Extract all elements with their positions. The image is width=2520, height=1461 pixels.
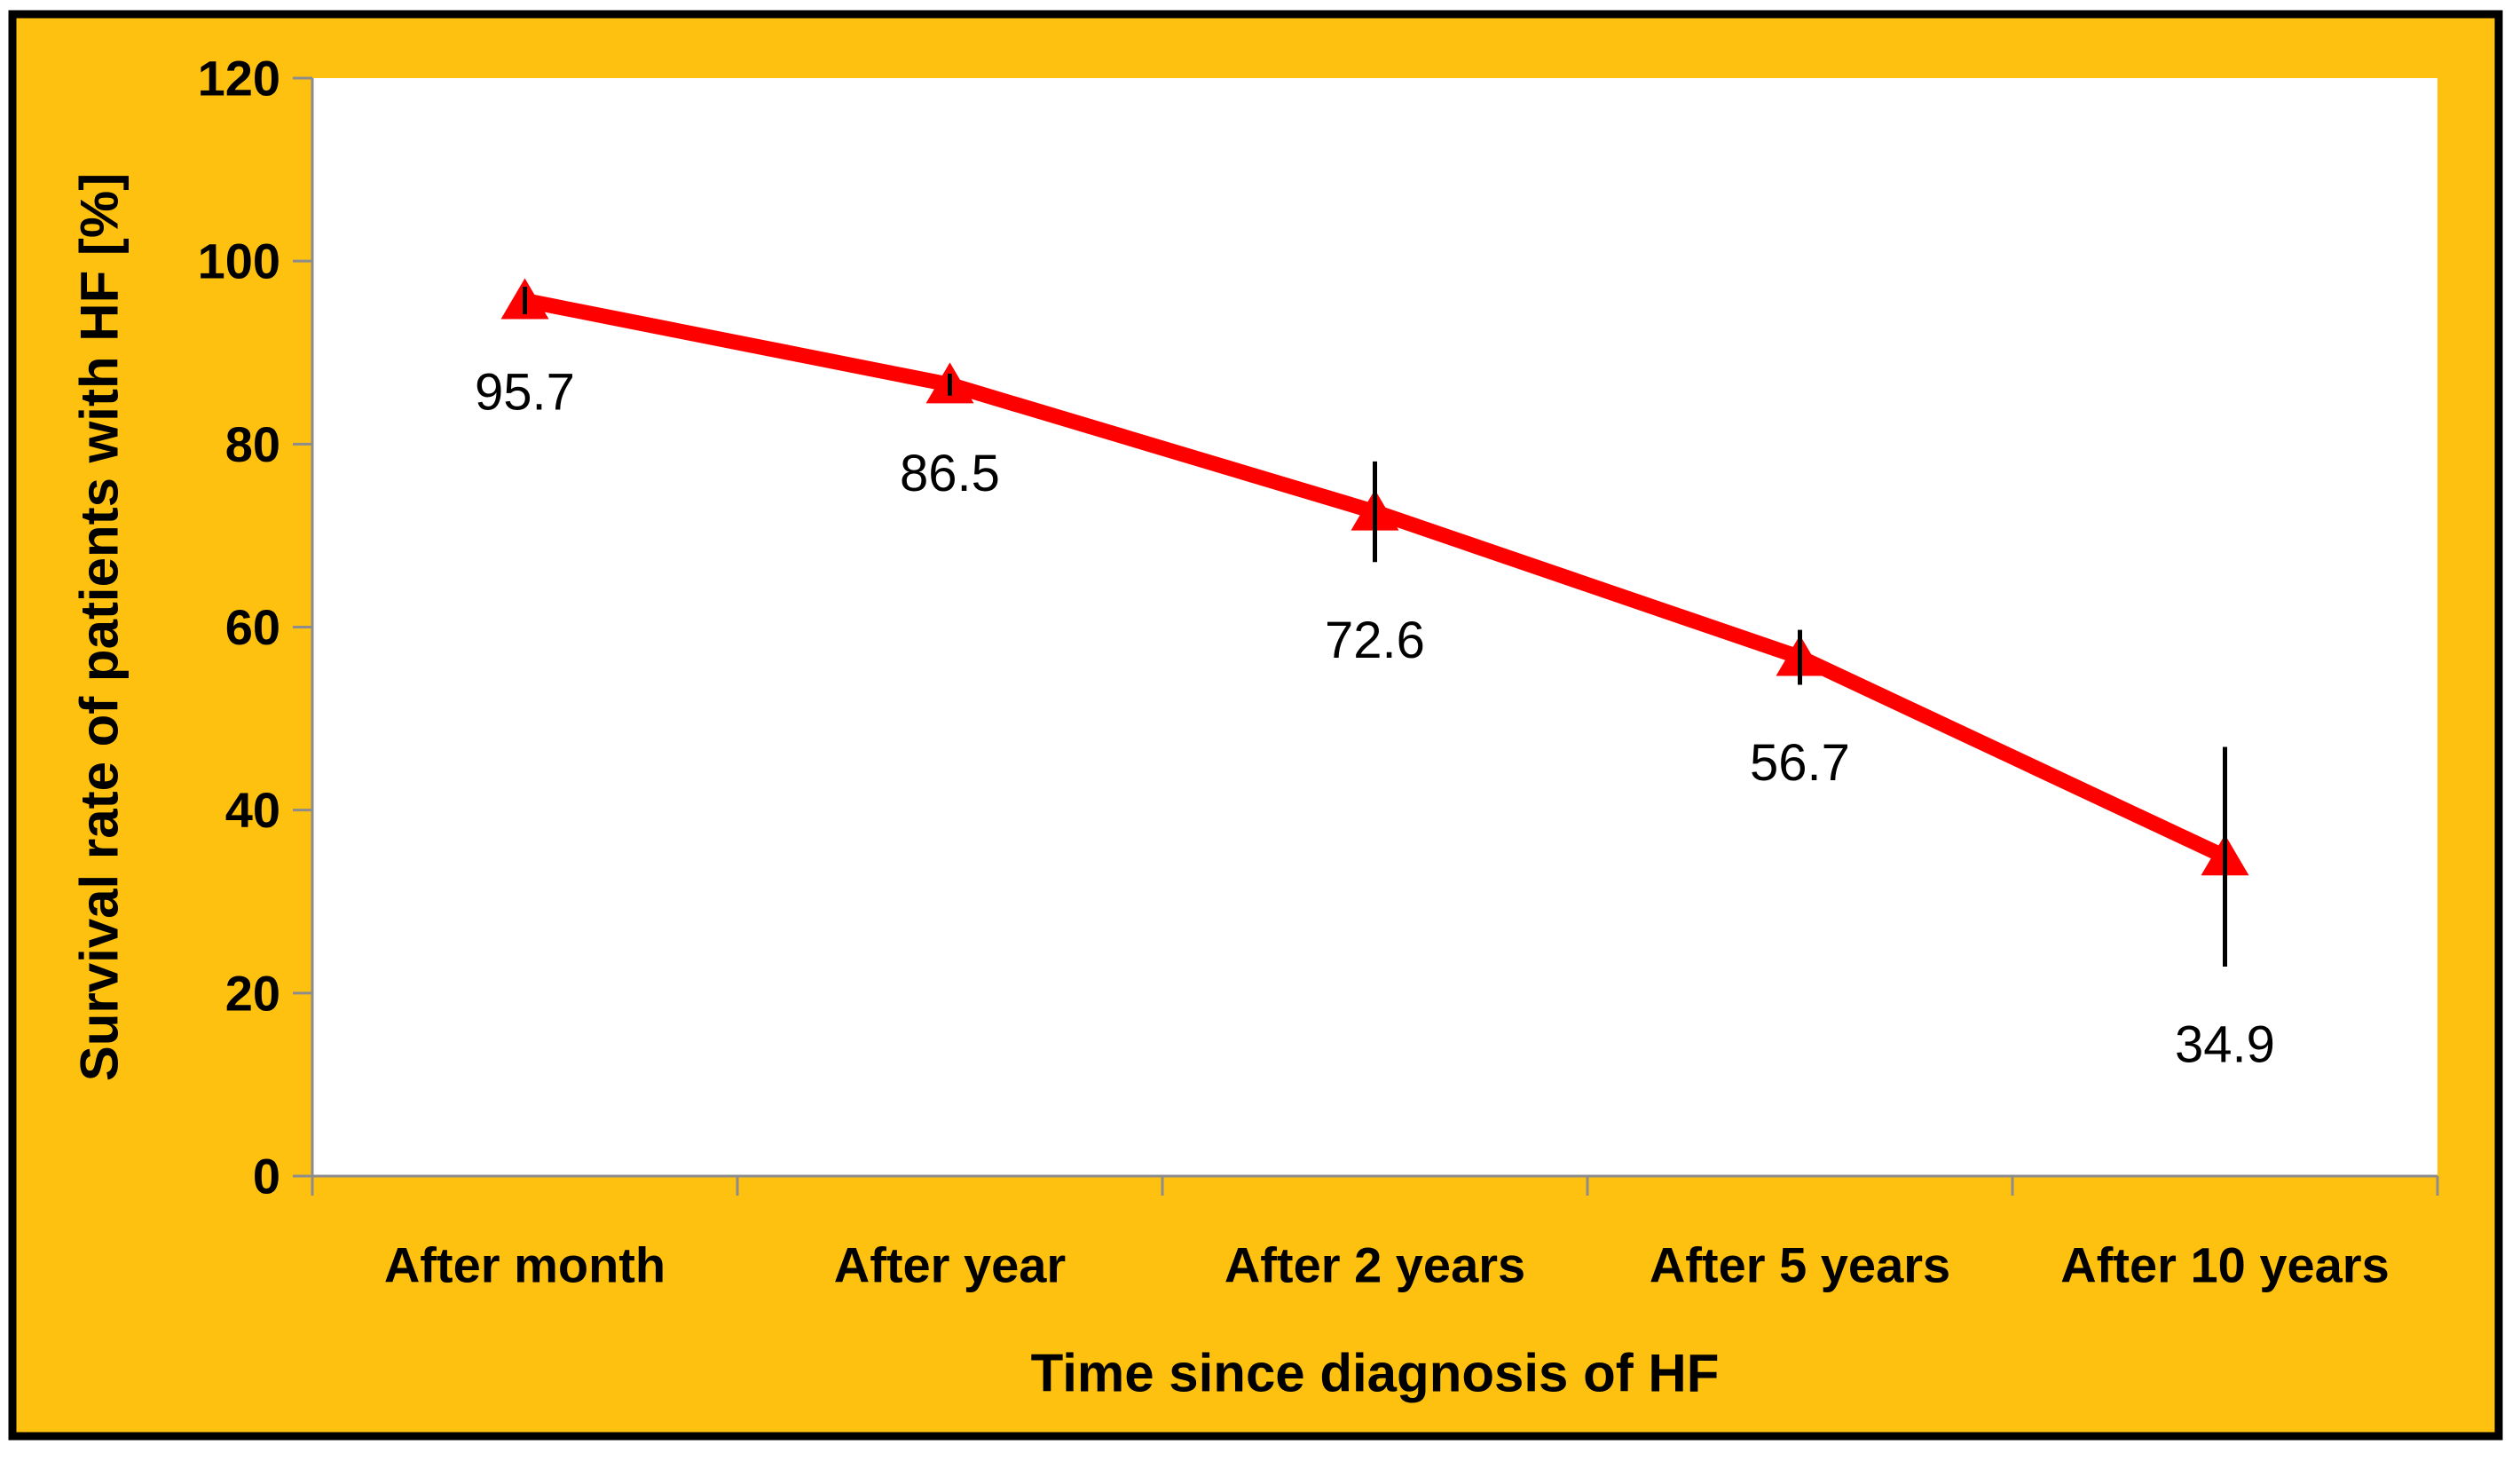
plot-area <box>312 78 2437 1176</box>
y-tick-label: 60 <box>225 599 280 655</box>
y-tick-label: 20 <box>225 965 280 1021</box>
x-category-label: After year <box>834 1237 1066 1293</box>
data-label: 72.6 <box>1325 612 1425 669</box>
x-category-label: After month <box>384 1237 665 1293</box>
data-label: 34.9 <box>2175 1015 2275 1073</box>
data-label: 86.5 <box>900 445 1000 502</box>
x-axis-title: Time since diagnosis of HF <box>1031 1344 1720 1403</box>
y-axis-title: Survival rate of patients with HF [%] <box>70 173 130 1082</box>
data-label: 95.7 <box>475 363 575 421</box>
y-tick-label: 40 <box>225 782 280 838</box>
x-category-label: After 2 years <box>1225 1237 1525 1293</box>
x-category-label: After 5 years <box>1650 1237 1950 1293</box>
x-category-label: After 10 years <box>2060 1237 2389 1293</box>
y-tick-label: 0 <box>253 1149 280 1204</box>
y-tick-label: 80 <box>225 416 280 472</box>
y-tick-label: 120 <box>198 51 280 107</box>
y-tick-label: 100 <box>198 233 280 289</box>
data-label: 56.7 <box>1750 734 1850 792</box>
